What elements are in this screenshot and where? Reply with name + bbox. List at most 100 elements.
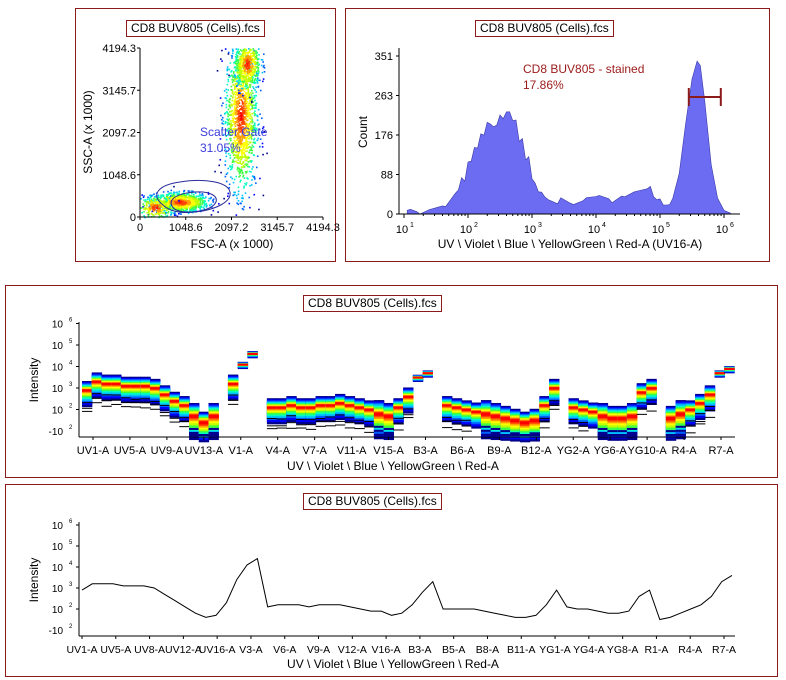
scatter-plot[interactable]: Scatter Gate 31.05% 0 1048.6 2097.2 3145.7 4…: [81, 43, 340, 251]
scatter-dot: [224, 112, 227, 114]
scatter-dot: [244, 82, 247, 84]
scatter-dot: [245, 76, 247, 78]
scatter-dot: [235, 57, 238, 59]
scatter-dot: [237, 100, 239, 103]
scatter-dot: [232, 103, 234, 106]
scatter-dot: [237, 61, 240, 64]
scatter-dot: [170, 211, 172, 214]
scatter-dot: [156, 205, 158, 208]
scatter-dot: [233, 66, 236, 69]
scatter-gate-outline[interactable]: [156, 179, 231, 213]
heatmap-x-tick-label: V4-A: [265, 445, 290, 457]
histogram-x-label: UV \ Violet \ Blue \ YellowGreen \ Red-A…: [438, 237, 703, 251]
histogram-range-gate[interactable]: [687, 88, 722, 106]
scatter-dot: [254, 113, 256, 115]
scatter-dot: [232, 113, 235, 115]
scatter-dot: [234, 122, 237, 125]
scatter-dot: [226, 118, 228, 121]
scatter-dot: [143, 204, 145, 207]
heatmap-outlier: [704, 410, 716, 412]
scatter-dot: [244, 88, 247, 90]
scatter-dot: [233, 160, 235, 163]
scatter-dot: [236, 132, 239, 135]
scatter-dot: [236, 117, 239, 120]
scatter-dot: [155, 202, 157, 205]
heatmap-outlier: [442, 420, 453, 422]
heatmap-y-tick-label: 10: [52, 406, 64, 417]
scatter-dot: [240, 142, 243, 145]
scatter-dot: [178, 190, 181, 193]
scatter-dot: [141, 194, 143, 196]
scatter-dot: [250, 138, 253, 140]
scatter-dot: [237, 48, 240, 51]
scatter-dot: [239, 92, 242, 95]
scatter-dot: [233, 157, 236, 159]
scatter-dot: [239, 119, 241, 122]
scatter-dot: [181, 193, 184, 196]
scatter-dot: [236, 197, 238, 200]
scatter-panel[interactable]: [75, 8, 336, 262]
scatter-dot: [180, 203, 182, 205]
scatter-dot: [169, 204, 172, 207]
scatter-dot: [146, 202, 148, 204]
scatter-dot: [209, 204, 211, 207]
scatter-dot: [243, 156, 245, 158]
scatter-dot: [247, 133, 250, 135]
heatmap-x-tick-label: B3-A: [413, 445, 438, 457]
scatter-dot: [253, 177, 256, 179]
heatmap-outlier: [695, 423, 706, 425]
scatter-dot: [257, 67, 259, 70]
scatter-dot: [160, 203, 163, 206]
scatter-dot: [239, 85, 242, 87]
spectrum-panel[interactable]: [5, 484, 778, 677]
scatter-dot: [237, 94, 239, 96]
scatter-dot: [252, 141, 255, 144]
scatter-dot: [155, 212, 158, 215]
heatmap-outlier: [286, 427, 297, 429]
scatter-dot: [250, 97, 253, 100]
heatmap-outlier: [393, 429, 404, 431]
scatter-dot: [251, 175, 254, 177]
spectrum-plot[interactable]: -10 210 210 310 410 510 6 UV1-A UV5-A UV8-A UV12-…: [27, 519, 736, 671]
scatter-dot: [243, 143, 245, 146]
scatter-dot: [164, 211, 167, 214]
scatter-dot: [170, 196, 172, 199]
heatmap-column: [364, 400, 375, 433]
scatter-dot: [160, 209, 163, 212]
scatter-dot: [146, 208, 148, 210]
scatter-dot: [245, 95, 247, 98]
scatter-dot: [170, 213, 173, 216]
heatmap-column: [451, 398, 463, 431]
scatter-dot: [245, 93, 248, 95]
scatter-dot: [249, 117, 252, 120]
scatter-dot: [250, 171, 252, 173]
scatter-dot: [257, 132, 260, 135]
scatter-dot: [163, 201, 165, 204]
scatter-dot: [197, 197, 200, 200]
scatter-dot: [191, 210, 193, 213]
scatter-dot: [236, 89, 239, 92]
scatter-dot: [243, 131, 246, 134]
heatmap-cell: [675, 412, 686, 416]
scatter-dot: [189, 202, 191, 205]
scatter-dot: [233, 178, 236, 181]
heatmap-column: [636, 383, 648, 415]
spectrum-x-label: UV \ Violet \ Blue \ YellowGreen \ Red-A: [287, 657, 499, 671]
scatter-dot: [252, 145, 255, 148]
scatter-dot: [252, 74, 254, 76]
heatmap-y-tick-exponent: 6: [69, 318, 73, 324]
scatter-dot: [250, 58, 253, 60]
scatter-dot: [187, 201, 190, 203]
heatmap-cell: [130, 385, 141, 388]
scatter-dot: [232, 76, 234, 79]
scatter-dot: [195, 195, 198, 198]
scatter-dot: [228, 133, 231, 135]
scatter-dot: [195, 199, 197, 201]
scatter-dot: [239, 171, 242, 174]
scatter-dot: [232, 115, 234, 117]
scatter-dot: [142, 203, 144, 205]
heatmap-outlier: [704, 405, 716, 407]
heatmap-plot[interactable]: -10 210 210 310 410 510 6 UV1-A UV5-A UV9-A UV13-…: [27, 318, 735, 474]
scatter-dot: [237, 135, 240, 138]
